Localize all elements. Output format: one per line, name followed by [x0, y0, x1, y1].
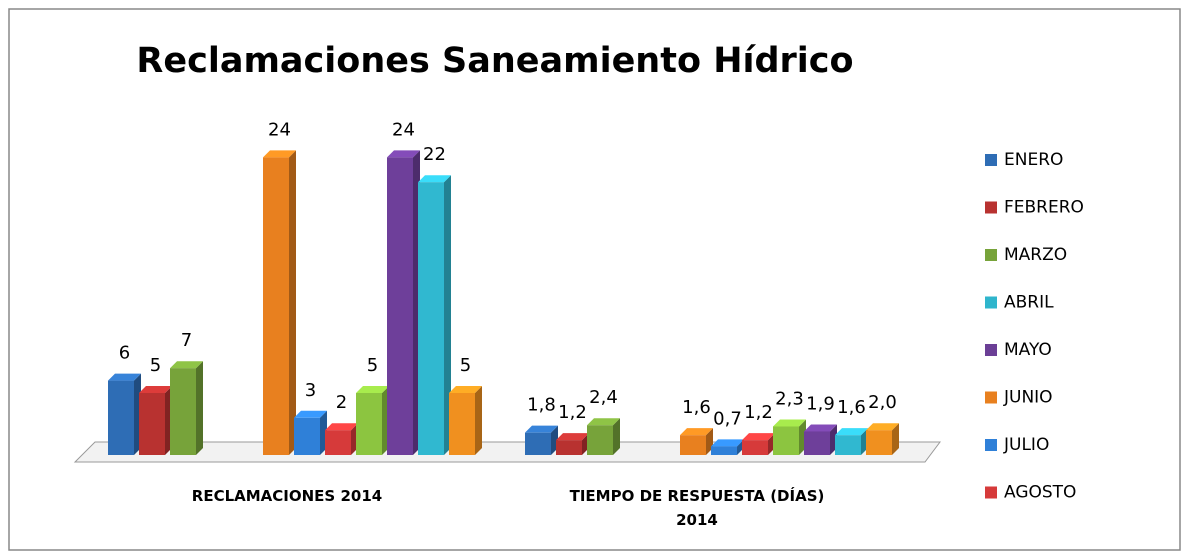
- bar-top: [139, 386, 172, 393]
- bar-top: [587, 418, 620, 426]
- bar-top: [835, 428, 868, 436]
- data-label: 6: [119, 343, 130, 364]
- bar-top: [680, 428, 713, 436]
- bar-top: [263, 150, 296, 158]
- bar-top: [170, 361, 203, 369]
- bar-side: [475, 386, 482, 455]
- legend-label: ABRIL: [1004, 293, 1054, 313]
- legend-swatch: [985, 344, 997, 356]
- legend-swatch: [985, 201, 997, 214]
- bar-top: [711, 439, 744, 447]
- bar: [294, 417, 320, 455]
- bar-side: [613, 418, 620, 455]
- data-label: 0,7: [713, 408, 742, 429]
- legend-swatch: [985, 439, 997, 451]
- legend-swatch: [985, 486, 997, 499]
- data-label: 1,6: [837, 397, 866, 418]
- data-label: 24: [392, 119, 415, 140]
- data-label: 1,6: [682, 397, 711, 418]
- bar-top: [804, 424, 837, 432]
- bar-top: [773, 419, 806, 427]
- legend-swatch: [985, 391, 997, 404]
- bar: [556, 440, 582, 455]
- bar-top: [866, 423, 899, 431]
- bar: [773, 426, 799, 455]
- bar-top: [556, 433, 589, 441]
- data-label: 22: [423, 144, 446, 165]
- bar: [804, 431, 830, 455]
- legend-label: MARZO: [1004, 245, 1067, 265]
- bar-top: [356, 386, 389, 393]
- legend-label: FEBRERO: [1004, 198, 1084, 218]
- bar-top: [325, 423, 358, 431]
- bar-top: [449, 386, 482, 393]
- legend-label: ENERO: [1004, 150, 1063, 170]
- data-label: 1,2: [558, 402, 587, 423]
- data-label: 5: [367, 355, 378, 376]
- bar: [356, 393, 382, 455]
- bar-side: [444, 175, 451, 455]
- data-label: 5: [460, 355, 471, 376]
- data-label: 3: [305, 380, 316, 401]
- data-label: 2: [336, 392, 347, 413]
- bar-side: [892, 423, 899, 455]
- bar: [587, 425, 613, 455]
- bar: [680, 435, 706, 455]
- bar-side: [196, 361, 203, 455]
- bar: [835, 435, 861, 455]
- bar-top: [525, 425, 558, 433]
- data-label: 7: [181, 330, 192, 351]
- data-label: 2,4: [589, 387, 618, 408]
- bar-top: [108, 373, 141, 381]
- data-label: 1,8: [527, 395, 556, 416]
- legend-swatch: [985, 154, 997, 166]
- legend-label: AGOSTO: [1004, 483, 1076, 503]
- bar-top: [294, 410, 327, 418]
- data-label: 24: [268, 119, 291, 140]
- bar: [139, 393, 165, 455]
- bar-side: [289, 150, 296, 455]
- bar: [170, 368, 196, 455]
- bar: [866, 430, 892, 455]
- bar-top: [742, 433, 775, 441]
- data-label: 1,2: [744, 402, 773, 423]
- data-label: 1,9: [806, 393, 835, 414]
- bar: [325, 430, 351, 455]
- chart-title: Reclamaciones Saneamiento Hídrico: [136, 41, 853, 81]
- legend-swatch: [985, 296, 997, 309]
- data-label: 5: [150, 355, 161, 376]
- bar-top: [418, 175, 451, 183]
- data-label: 2,0: [868, 392, 897, 413]
- bar: [263, 157, 289, 455]
- legend-swatch: [985, 249, 997, 261]
- bar: [742, 440, 768, 455]
- legend-label: JUNIO: [1003, 388, 1053, 408]
- data-label: 2,3: [775, 388, 804, 409]
- legend-label: JULIO: [1003, 435, 1049, 455]
- bar: [525, 432, 551, 455]
- bar-top: [387, 150, 420, 158]
- bar: [418, 182, 444, 455]
- legend-label: MAYO: [1004, 340, 1052, 360]
- bar: [449, 393, 475, 455]
- chart-border: [8, 8, 1181, 551]
- bar: [711, 446, 737, 455]
- category-label: RECLAMACIONES 2014: [191, 487, 383, 505]
- bar: [387, 157, 413, 455]
- bar: [108, 380, 134, 455]
- category-label: TIEMPO DE RESPUESTA (DÍAS) 2014: [569, 487, 825, 529]
